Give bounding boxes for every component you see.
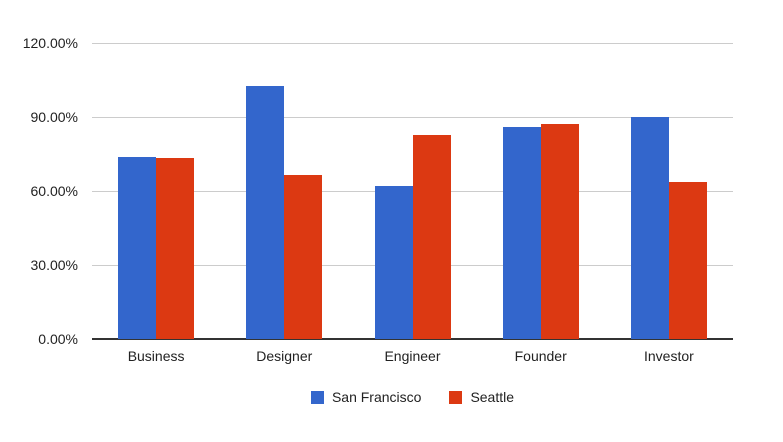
y-axis-tick-label-30-00-: 30.00% [30,257,78,273]
bar-san-francisco-founder[interactable] [502,126,541,339]
y-axis-tick-label-90-00-: 90.00% [30,109,78,125]
y-axis-tick-label-60-00-: 60.00% [30,183,78,199]
legend: San Francisco Seattle [92,389,733,405]
x-axis-category-label-business: Business [127,348,185,364]
legend-color-swatch-san-francisco [310,390,324,404]
bar-seattle-designer[interactable] [284,174,323,339]
gridline-120-00- [92,43,733,44]
bar-seattle-founder[interactable] [540,124,579,339]
x-axis-category-label-designer: Designer [256,348,313,364]
y-axis-tick-label-120-00-: 120.00% [22,35,78,51]
y-axis-tick-label-0-00-: 0.00% [38,331,78,347]
gridline-90-00- [92,117,733,118]
x-axis-baseline [92,338,733,340]
legend-item-seattle[interactable]: Seattle [449,389,514,405]
bar-seattle-engineer[interactable] [412,135,451,339]
bar-seattle-investor[interactable] [668,182,707,339]
bar-san-francisco-investor[interactable] [630,117,669,339]
bar-san-francisco-engineer[interactable] [374,186,413,339]
bar-san-francisco-designer[interactable] [246,86,285,339]
legend-color-swatch-seattle [449,390,463,404]
legend-item-san-francisco[interactable]: San Francisco [310,389,422,405]
bar-seattle-business[interactable] [156,158,195,339]
legend-label-seattle: Seattle [470,389,515,405]
bar-san-francisco-business[interactable] [118,156,157,339]
plot-area [92,43,733,340]
x-axis-category-label-investor: Investor [643,348,694,364]
x-axis-category-label-founder: Founder [514,348,567,364]
legend-label-san-francisco: San Francisco [331,389,422,405]
x-axis-category-label-engineer: Engineer [384,348,441,364]
